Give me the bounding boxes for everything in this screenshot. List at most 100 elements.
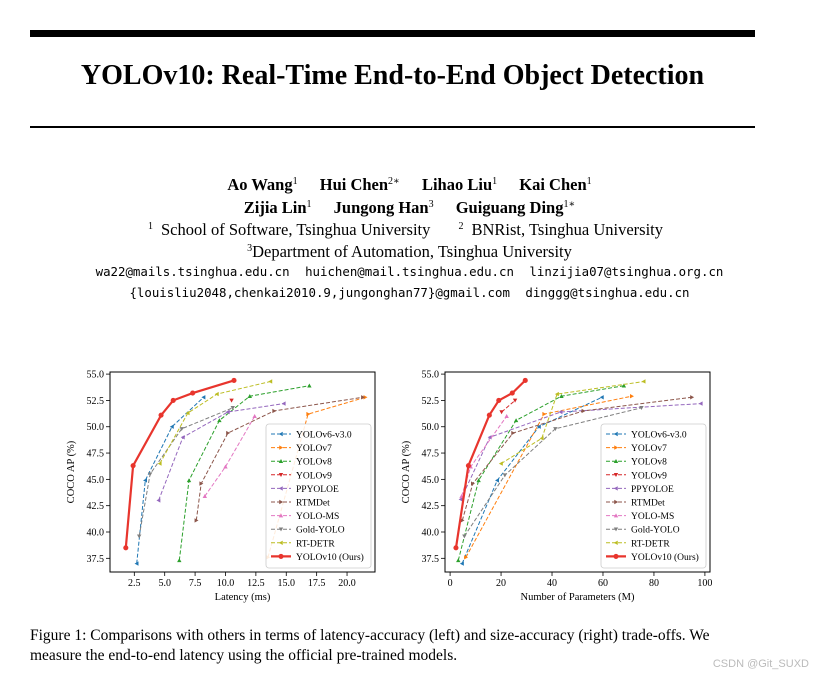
- x-tick-label: 20.0: [338, 578, 356, 589]
- legend-label: YOLOv10 (Ours): [631, 552, 699, 563]
- y-tick-label: 42.5: [87, 501, 105, 512]
- watermark: CSDN @Git_SUXD: [712, 658, 809, 670]
- series-ppyoloe: [458, 401, 703, 502]
- data-point: [229, 398, 234, 403]
- data-point: [690, 395, 695, 400]
- data-point: [464, 555, 469, 560]
- legend: YOLOv6-v3.0 YOLOv7 YOLOv8 YOLOv9 PPYOLOE RTMD…: [265, 423, 372, 569]
- data-point: [252, 414, 257, 418]
- y-tick-label: 42.5: [422, 501, 440, 512]
- legend-marker: [613, 540, 618, 545]
- legend-marker: [613, 513, 619, 518]
- legend-label: YOLOv10 (Ours): [296, 552, 364, 563]
- legend-label: YOLOv9: [296, 471, 332, 481]
- data-point: [542, 411, 547, 417]
- email: dinggg@tsinghua.edu.cn: [525, 285, 690, 300]
- x-tick-label: 2.5: [128, 578, 141, 589]
- legend-marker: [278, 473, 284, 477]
- authors-row-1: Ao Wang1 Hui Chen2∗ Lihao Liu1 Kai Chen1: [0, 175, 819, 195]
- series-yolov6-v3-0: [134, 395, 206, 566]
- data-point: [559, 394, 564, 398]
- series-line: [500, 381, 644, 465]
- series-yolov9: [499, 398, 518, 415]
- data-point: [459, 561, 464, 566]
- author: Zijia Lin1: [243, 198, 312, 217]
- data-point: [458, 497, 463, 502]
- series-line: [159, 381, 271, 464]
- x-tick-label: 80: [649, 578, 659, 589]
- data-point: [498, 461, 503, 466]
- author: Kai Chen1: [519, 175, 592, 194]
- legend-label: RT-DETR: [296, 539, 335, 549]
- data-point: [453, 545, 459, 551]
- affiliation: 3Department of Automation, Tsinghua Univ…: [247, 242, 572, 261]
- data-point: [306, 411, 311, 417]
- data-point: [476, 478, 481, 483]
- series-rt-detr: [498, 379, 646, 466]
- data-point: [156, 498, 161, 503]
- y-tick-label: 55.0: [422, 370, 440, 381]
- y-tick-label: 50.0: [87, 422, 105, 433]
- legend-marker: [278, 431, 283, 437]
- series-yolo-ms: [202, 414, 257, 498]
- series-line: [457, 385, 624, 561]
- data-point: [698, 401, 703, 406]
- data-point: [177, 558, 182, 563]
- data-point: [134, 561, 139, 566]
- data-point: [185, 410, 190, 416]
- data-point: [226, 430, 231, 436]
- data-point: [641, 379, 646, 384]
- data-point: [512, 398, 518, 403]
- x-axis-label: Latency (ms): [215, 592, 271, 603]
- data-point: [307, 383, 312, 388]
- data-point: [513, 418, 519, 423]
- x-tick-label: 0: [448, 578, 453, 589]
- series-rtmdet: [460, 395, 695, 523]
- series-line: [454, 379, 527, 548]
- affiliations-row-1: 1 School of Software, Tsinghua University…: [0, 220, 819, 240]
- data-point: [496, 397, 502, 403]
- data-point: [486, 412, 492, 418]
- data-point: [554, 391, 559, 397]
- legend-label: YOLOv9: [631, 471, 667, 481]
- data-point: [136, 534, 142, 539]
- data-point: [223, 464, 228, 469]
- series-gold-yolo: [462, 406, 644, 539]
- legend-label: Gold-YOLO: [296, 526, 345, 536]
- data-point: [202, 494, 208, 498]
- data-point: [169, 424, 174, 429]
- legend-marker: [613, 486, 618, 491]
- data-point: [281, 401, 286, 406]
- email: huichen@mail.tsinghua.edu.cn: [305, 264, 514, 279]
- series-line: [461, 396, 603, 564]
- series-line: [501, 400, 516, 413]
- legend-marker: [613, 553, 619, 559]
- y-tick-label: 52.5: [87, 396, 105, 407]
- x-tick-label: 15.0: [278, 578, 296, 589]
- data-point: [509, 390, 515, 396]
- data-point: [621, 383, 627, 388]
- data-point: [558, 409, 563, 415]
- data-point: [639, 406, 644, 410]
- data-point: [553, 427, 558, 432]
- y-tick-label: 37.5: [422, 554, 440, 565]
- series-ppyoloe: [156, 401, 286, 503]
- legend-marker: [614, 499, 619, 505]
- legend-label: YOLOv6-v3.0: [631, 431, 687, 441]
- paper-title: YOLOv10: Real-Time End-to-End Object Det…: [80, 60, 705, 91]
- y-tick-label: 45.0: [87, 475, 105, 486]
- data-point: [361, 395, 366, 400]
- legend-box: [265, 423, 372, 569]
- data-point: [272, 408, 277, 414]
- legend-label: YOLOv8: [631, 458, 667, 468]
- legend-marker: [278, 540, 283, 545]
- legend-marker: [278, 459, 284, 463]
- y-tick-label: 55.0: [87, 370, 105, 381]
- series-yolov10-ours: [123, 377, 237, 551]
- latency-accuracy-chart: 2.5 5.0 7.5 10.0 12.5 15.0 17.5 20.0 37.5 40.0 42.…: [66, 370, 376, 603]
- x-tick-label: 40: [547, 578, 557, 589]
- series-yolov8: [456, 383, 627, 563]
- data-point: [495, 478, 499, 483]
- legend-label: Gold-YOLO: [631, 526, 680, 536]
- legend-label: YOLO-MS: [296, 512, 339, 522]
